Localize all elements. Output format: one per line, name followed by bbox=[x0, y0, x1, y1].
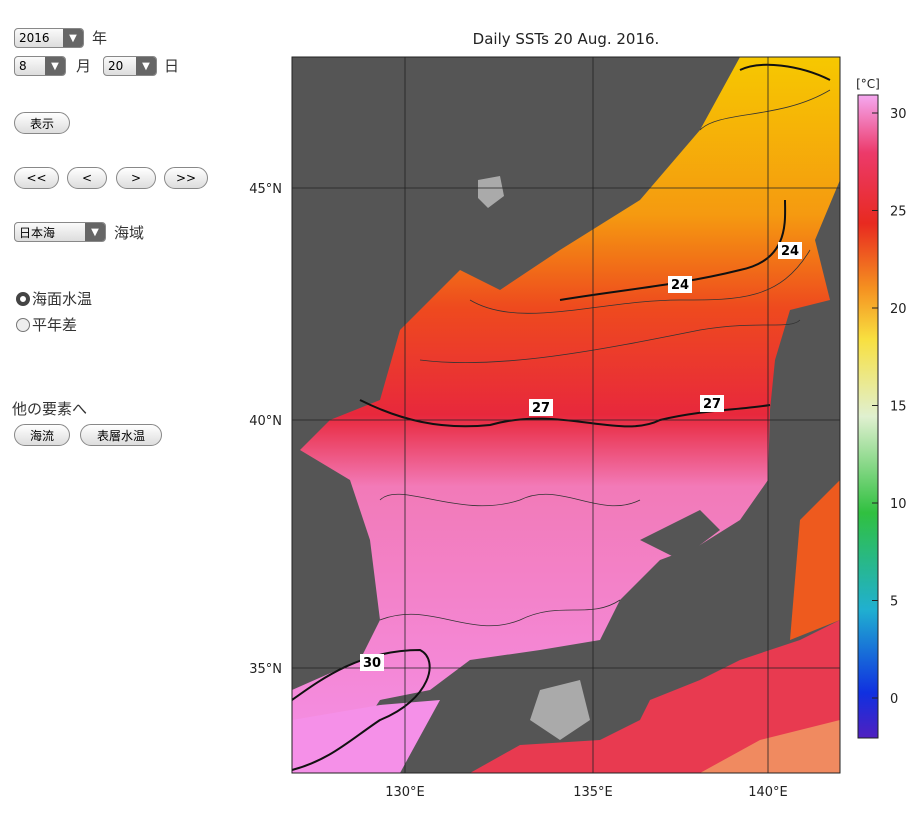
colorbar-ticks: 30 25 20 15 10 5 0 bbox=[872, 107, 907, 707]
nav-button[interactable]: << bbox=[14, 167, 59, 189]
sea-pacific bbox=[470, 620, 840, 773]
radio-option[interactable]: 海面水温 bbox=[16, 288, 92, 309]
day-select[interactable]: 20 ▼ bbox=[103, 56, 157, 76]
region-select[interactable]: 日本海 ▼ bbox=[14, 222, 106, 242]
lat-labels: 45°N 40°N 35°N 130°E 135°E 140°E bbox=[249, 182, 788, 800]
sea-southwest bbox=[292, 700, 440, 773]
island bbox=[478, 176, 504, 208]
island bbox=[530, 680, 590, 740]
month-value: 8 bbox=[19, 59, 27, 73]
sea-pacific bbox=[700, 720, 840, 773]
land bbox=[292, 57, 840, 773]
lon-label: 135°E bbox=[573, 785, 613, 800]
radio-option[interactable]: 平年差 bbox=[16, 314, 77, 335]
graticule bbox=[292, 57, 840, 773]
contours bbox=[379, 89, 831, 627]
show-button[interactable]: 表示 bbox=[14, 112, 70, 134]
month-unit: 月 bbox=[76, 57, 92, 75]
island bbox=[640, 510, 720, 560]
contour-label: 27 bbox=[703, 397, 721, 412]
region-value: 日本海 bbox=[19, 225, 56, 240]
lat-label: 40°N bbox=[249, 414, 282, 429]
map-title: Daily SSTs 20 Aug. 2016. bbox=[473, 30, 660, 48]
region-unit: 海域 bbox=[114, 224, 145, 242]
sea-east bbox=[790, 480, 840, 640]
colorbar-unit: [°C] bbox=[856, 77, 880, 91]
lon-label: 140°E bbox=[748, 785, 788, 800]
contours-bold bbox=[291, 63, 831, 771]
year-value: 2016 bbox=[19, 31, 50, 45]
colorbar-tick-label: 20 bbox=[890, 302, 907, 317]
colorbar-tick-label: 25 bbox=[890, 205, 907, 220]
radio-label: 海面水温 bbox=[32, 290, 93, 308]
radio-label: 平年差 bbox=[32, 316, 78, 334]
nav-button[interactable]: >> bbox=[164, 167, 208, 189]
colorbar-tick-label: 15 bbox=[890, 400, 907, 415]
year-select[interactable]: 2016 ▼ bbox=[14, 28, 84, 48]
day-value: 20 bbox=[108, 59, 124, 73]
colorbar-tick-label: 10 bbox=[890, 497, 907, 512]
other-button[interactable]: 海流 bbox=[14, 424, 70, 446]
colorbar-tick-label: 5 bbox=[890, 595, 898, 610]
sea bbox=[292, 57, 840, 760]
year-unit: 年 bbox=[92, 29, 108, 47]
contour-label: 24 bbox=[671, 278, 689, 293]
contour-label: 24 bbox=[781, 244, 799, 259]
map-frame bbox=[291, 56, 841, 774]
contour-label: 27 bbox=[532, 401, 550, 416]
day-unit: 日 bbox=[164, 57, 180, 75]
lat-label: 45°N bbox=[249, 182, 282, 197]
lon-label: 130°E bbox=[385, 785, 425, 800]
contour-label: 30 bbox=[363, 656, 381, 671]
colorbar-tick-label: 0 bbox=[890, 692, 898, 707]
other-button[interactable]: 表層水温 bbox=[80, 424, 162, 446]
lat-label: 35°N bbox=[249, 662, 282, 677]
month-select[interactable]: 8 ▼ bbox=[14, 56, 66, 76]
nav-button[interactable]: < bbox=[67, 167, 107, 189]
other-label: 他の要素へ bbox=[12, 400, 88, 418]
colorbar bbox=[857, 94, 879, 739]
contour-label-group: 24 24 27 27 30 bbox=[360, 242, 802, 671]
colorbar-tick-label: 30 bbox=[890, 107, 907, 122]
nav-button[interactable]: > bbox=[116, 167, 156, 189]
